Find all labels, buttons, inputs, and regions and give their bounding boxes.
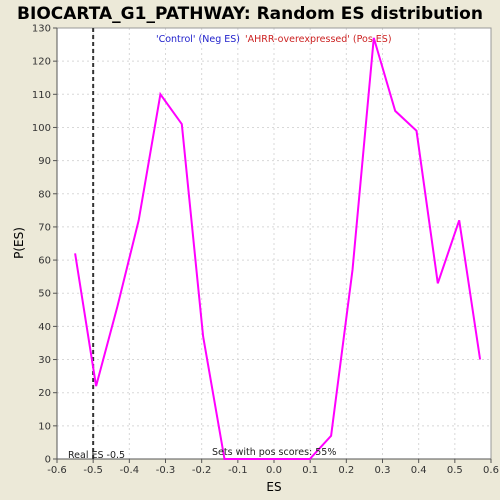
x-tick-label: -0.5 <box>83 465 103 476</box>
y-tick-label: 90 <box>38 156 51 167</box>
x-tick-label: -0.6 <box>47 465 67 476</box>
y-axis-label: P(ES) <box>12 227 26 259</box>
y-tick-label: 10 <box>38 421 51 432</box>
x-tick-label: -0.3 <box>156 465 176 476</box>
x-tick-label: -0.2 <box>192 465 212 476</box>
real-es-label: Real ES -0.5 <box>68 450 125 461</box>
y-tick-label: 60 <box>38 256 51 267</box>
y-tick-label: 50 <box>38 289 51 300</box>
es-distribution-line <box>74 37 482 460</box>
y-tick-label: 80 <box>38 189 51 200</box>
chart-title: BIOCARTA_G1_PATHWAY: Random ES distribut… <box>17 4 483 24</box>
x-tick-label: 0.2 <box>338 465 354 476</box>
pos-scores-label: Sets with pos scores: 55% <box>212 447 336 458</box>
y-tick-label: 120 <box>32 57 51 68</box>
x-axis-label: ES <box>266 480 281 494</box>
y-tick-label: 110 <box>32 90 51 101</box>
x-tick-label: 0.3 <box>375 465 391 476</box>
y-tick-label: 40 <box>38 322 51 333</box>
y-tick-label: 130 <box>32 24 51 35</box>
x-tick-label: 0.0 <box>266 465 282 476</box>
x-tick-label: 0.4 <box>411 465 427 476</box>
y-tick-label: 100 <box>32 123 51 134</box>
y-tick-label: 20 <box>38 388 51 399</box>
legend-neg-es: 'Control' (Neg ES) <box>156 34 240 45</box>
x-tick-labels: -0.6 -0.5 -0.4 -0.3 -0.2 -0.1 0.0 0.1 0.2 0.3 0.4 0… <box>47 459 499 476</box>
x-tick-label: 0.5 <box>447 465 463 476</box>
legend-pos-es: 'AHRR-overexpressed' (Pos ES) <box>245 34 392 45</box>
y-tick-label: 70 <box>38 222 51 233</box>
series-lines <box>74 37 482 460</box>
y-tick-labels: 0 10 20 30 40 50 60 70 80 90 100 110 120 130 <box>32 24 57 466</box>
x-tick-label: -0.1 <box>228 465 248 476</box>
x-tick-label: 0.6 <box>483 465 499 476</box>
y-tick-label: 0 <box>45 455 51 466</box>
y-tick-label: 30 <box>38 355 51 366</box>
x-tick-label: -0.4 <box>120 465 140 476</box>
x-tick-label: 0.1 <box>302 465 318 476</box>
